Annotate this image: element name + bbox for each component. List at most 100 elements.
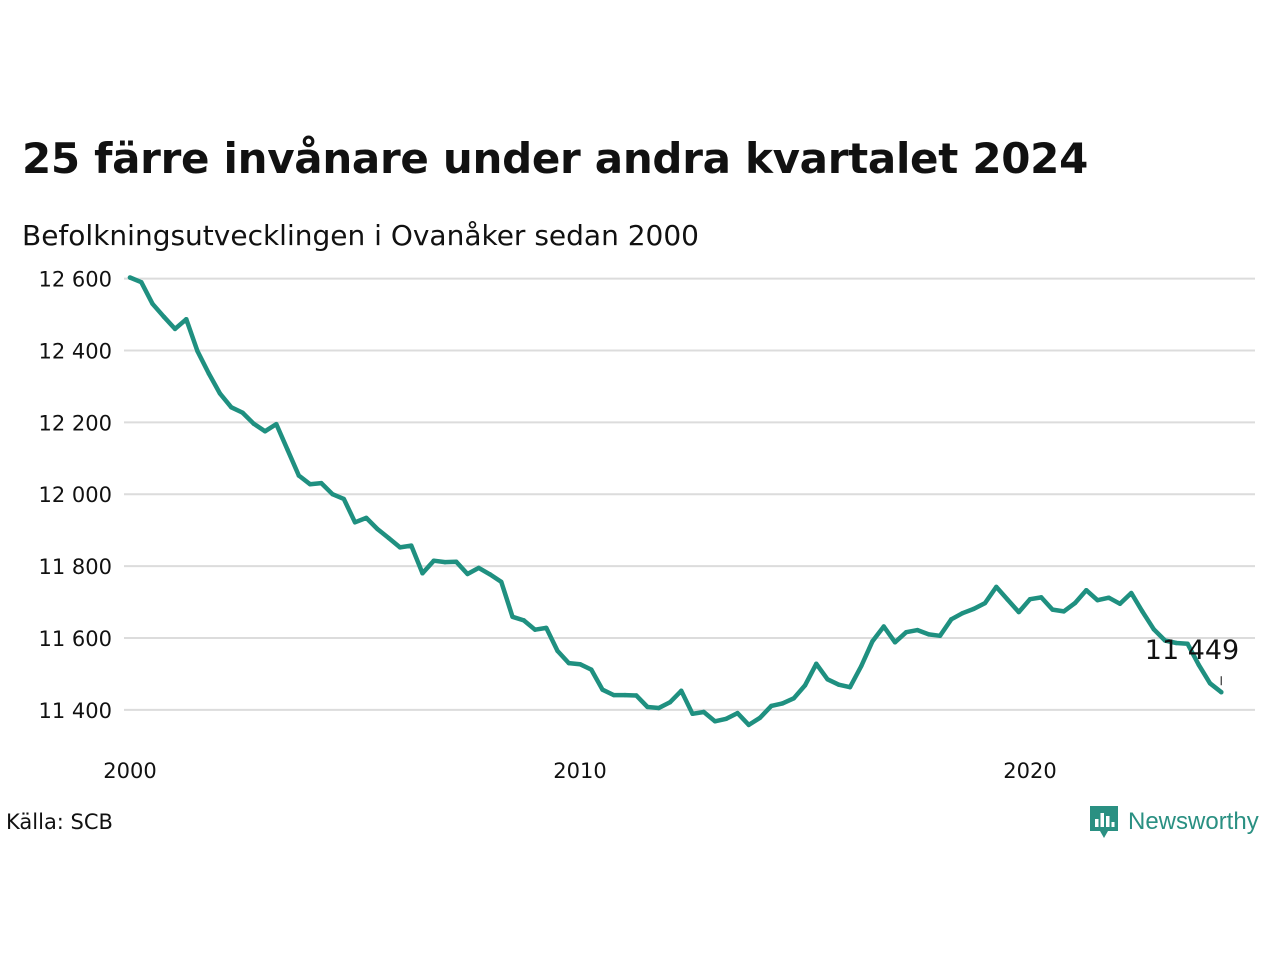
data-point [1084,587,1089,593]
data-point [611,692,616,698]
data-point [577,662,583,667]
data-point [870,639,875,644]
data-point [127,275,133,280]
data-point [510,614,515,619]
data-point [780,701,785,706]
data-point [982,600,988,606]
data-point [229,405,234,410]
data-point [1129,590,1134,596]
chart-title: 25 färre invånare under andra kvartalet … [22,134,1089,183]
data-point [690,711,695,716]
data-point [1151,627,1156,632]
data-point [937,633,943,639]
data-point [544,625,549,631]
data-point [994,584,999,590]
data-point [1050,607,1055,612]
data-point [555,648,560,654]
data-point [656,705,661,711]
data-point [825,677,830,682]
data-point [802,683,808,688]
x-tick-label: 2010 [553,759,606,783]
data-point [352,520,358,525]
data-point [465,571,470,577]
data-point [476,565,481,571]
x-tick-label: 2020 [1003,759,1056,783]
end-value-label: 11 449 [1145,635,1239,666]
data-point [285,447,290,452]
data-point [386,535,391,541]
data-point [397,545,403,550]
data-point [375,526,380,532]
data-point [746,722,751,728]
x-tick-label: 2000 [103,759,156,783]
y-axis-tick-labels: 12 600 12 400 12 200 12 000 11 800 11 600 11 4… [39,268,112,723]
y-tick-label: 11 600 [39,627,112,651]
newsworthy-logo-icon [1090,806,1118,838]
data-point [172,326,178,332]
data-point [892,640,898,645]
data-point [1027,596,1033,602]
data-point [622,692,628,698]
data-point [645,704,650,710]
data-point [1196,662,1201,668]
data-point [499,579,504,585]
data-point [589,667,594,672]
data-point [960,610,965,616]
gridlines [124,277,1255,711]
data-point [251,421,256,426]
data-point [1185,641,1190,646]
data-point [667,700,673,705]
data-point [915,627,920,633]
data-point [1061,609,1066,614]
data-point [712,719,718,724]
data-point [240,410,245,415]
data-point [814,661,819,667]
data-point [1140,609,1145,614]
data-point [217,391,223,396]
data-point [454,559,459,564]
data-point [971,606,976,612]
data-point [521,618,526,623]
data-point [600,687,605,692]
data-point [791,696,796,701]
data-point [735,710,740,716]
data-point [409,543,414,548]
data-point [184,317,189,322]
data-point [1005,597,1010,602]
data-point [1072,600,1078,606]
data-point [1207,681,1213,686]
data-point [724,716,729,722]
data-point [881,624,886,629]
data-point [206,371,211,376]
data-point [769,703,774,709]
data-point [679,688,684,693]
data-point [150,301,155,306]
data-point [319,480,324,486]
data-point [904,630,909,635]
y-tick-label: 12 200 [39,411,112,435]
data-point [1095,598,1100,603]
data-point [442,559,448,565]
data-point [296,473,301,478]
data-point [1219,690,1224,695]
data-point [1039,595,1044,600]
data-point [757,715,763,720]
y-tick-label: 11 400 [39,699,112,723]
data-point [420,571,425,576]
data-point [859,663,864,669]
data-point [262,429,268,434]
data-point [364,515,369,521]
chart-subtitle: Befolkningsutvecklingen i Ovanåker sedan… [22,219,699,252]
data-point [139,279,144,285]
series-line-0 [127,275,1224,728]
data-point [1106,595,1111,600]
data-point [1117,601,1123,607]
y-tick-label: 12 600 [39,268,112,292]
data-point [307,481,313,487]
data-point [487,572,493,577]
data-point [566,660,571,666]
series-layer [127,275,1224,728]
data-point [926,632,931,637]
data-point [341,496,346,502]
y-tick-label: 12 000 [39,483,112,507]
